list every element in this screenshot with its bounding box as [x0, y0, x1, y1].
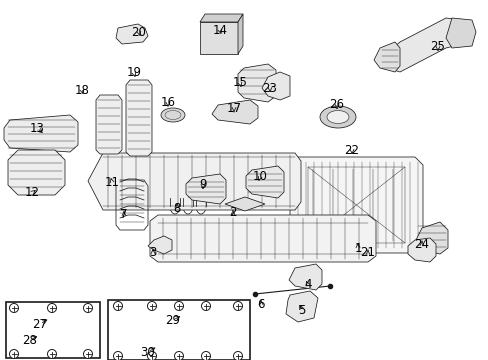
Circle shape [201, 302, 210, 310]
Circle shape [113, 302, 122, 310]
Text: 22: 22 [344, 144, 359, 157]
Polygon shape [118, 314, 240, 352]
Circle shape [201, 351, 210, 360]
Circle shape [147, 351, 156, 360]
Polygon shape [8, 150, 65, 195]
Polygon shape [288, 264, 321, 290]
Circle shape [113, 351, 122, 360]
Text: 26: 26 [329, 99, 344, 112]
Text: 24: 24 [414, 238, 428, 251]
Polygon shape [4, 115, 78, 152]
Polygon shape [262, 72, 289, 100]
Polygon shape [88, 153, 301, 210]
Text: 11: 11 [104, 175, 119, 189]
Text: 13: 13 [29, 122, 44, 135]
Text: 5: 5 [298, 303, 305, 316]
Circle shape [83, 303, 92, 312]
Polygon shape [212, 100, 258, 124]
Circle shape [174, 351, 183, 360]
Circle shape [47, 303, 57, 312]
Text: 27: 27 [32, 318, 47, 330]
Text: 19: 19 [126, 67, 141, 80]
Circle shape [147, 302, 156, 310]
Circle shape [9, 350, 19, 359]
Text: 28: 28 [22, 333, 38, 346]
Text: 15: 15 [232, 77, 247, 90]
Text: 10: 10 [252, 171, 267, 184]
Ellipse shape [161, 108, 184, 122]
Ellipse shape [319, 106, 355, 128]
Bar [108, 300, 249, 360]
Polygon shape [150, 215, 375, 262]
Ellipse shape [326, 111, 348, 123]
Text: 12: 12 [24, 186, 40, 199]
Bar [6, 302, 100, 358]
Text: 29: 29 [165, 314, 180, 327]
Text: 8: 8 [173, 202, 181, 215]
Polygon shape [224, 197, 264, 211]
Text: 17: 17 [226, 103, 241, 116]
Text: 25: 25 [429, 40, 445, 54]
Polygon shape [148, 236, 172, 254]
Text: 1: 1 [353, 242, 361, 255]
Polygon shape [407, 238, 435, 262]
Circle shape [174, 302, 183, 310]
Circle shape [9, 303, 19, 312]
Circle shape [47, 350, 57, 359]
Text: 30: 30 [141, 346, 155, 359]
Circle shape [83, 350, 92, 359]
Polygon shape [245, 166, 284, 198]
Text: 3: 3 [149, 246, 156, 258]
Polygon shape [285, 291, 317, 322]
Text: 7: 7 [120, 207, 127, 220]
Polygon shape [445, 18, 475, 48]
Polygon shape [373, 42, 399, 72]
Text: 6: 6 [257, 297, 264, 310]
Polygon shape [414, 222, 447, 254]
Polygon shape [289, 157, 422, 253]
Polygon shape [116, 24, 148, 44]
Text: 23: 23 [262, 81, 277, 94]
Text: 9: 9 [199, 179, 206, 192]
Text: 21: 21 [360, 247, 375, 260]
Polygon shape [238, 14, 243, 54]
Polygon shape [200, 22, 238, 54]
Polygon shape [14, 316, 92, 350]
Text: 14: 14 [212, 23, 227, 36]
Text: 20: 20 [131, 26, 146, 39]
Polygon shape [200, 14, 243, 22]
Polygon shape [96, 95, 122, 154]
Text: 2: 2 [229, 207, 236, 220]
Polygon shape [238, 64, 275, 102]
Polygon shape [383, 18, 465, 72]
Polygon shape [185, 174, 225, 204]
Text: 16: 16 [160, 95, 175, 108]
Polygon shape [126, 80, 152, 156]
Text: 4: 4 [304, 279, 311, 292]
Text: 18: 18 [74, 84, 89, 96]
Circle shape [233, 302, 242, 310]
Polygon shape [163, 323, 194, 343]
Circle shape [233, 351, 242, 360]
